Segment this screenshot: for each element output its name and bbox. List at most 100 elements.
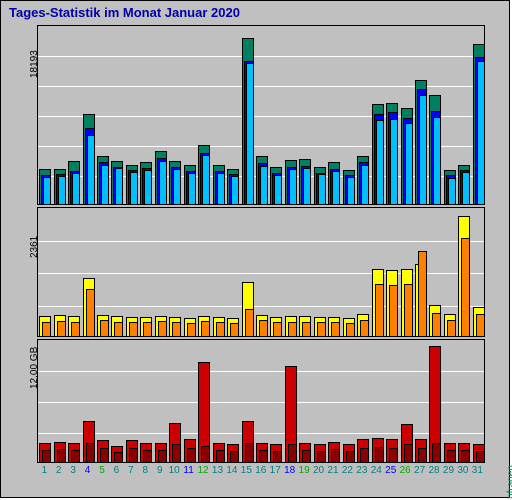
bar-seiten <box>406 124 412 204</box>
bar-rechner <box>58 322 65 336</box>
bar-vol.out <box>303 451 310 462</box>
chart-title: Tages-Statistik im Monat Januar 2020 <box>9 5 240 20</box>
bar-seiten <box>218 174 224 205</box>
gridline <box>38 371 484 372</box>
chart-container: Tages-Statistik im Monat Januar 2020 1 8 1… <box>0 0 510 498</box>
xaxis-day: 28 <box>427 465 441 476</box>
bar-seiten <box>160 162 166 204</box>
bar-vol.out <box>260 451 267 462</box>
xaxis: 1234567891011121314151617181920212223242… <box>37 465 485 476</box>
bar-seiten <box>116 169 122 204</box>
bar-vol.out <box>231 452 238 462</box>
bar-rechner <box>477 315 484 336</box>
bar-rechner <box>332 323 339 336</box>
xaxis-day: 22 <box>340 465 354 476</box>
bar-vol.out <box>202 447 209 462</box>
bar-rechner <box>274 323 281 336</box>
yaxis-label-3: 12.00 GB <box>29 347 40 389</box>
bar-rechner <box>173 323 180 336</box>
bar-seiten <box>232 177 238 204</box>
bar-vol.out <box>318 452 325 462</box>
bar-seiten <box>463 173 469 204</box>
bar-vol.out <box>217 451 224 462</box>
xaxis-day: 7 <box>124 465 138 476</box>
xaxis-day: 3 <box>66 465 80 476</box>
panel-hits <box>37 25 485 205</box>
bar-rechner <box>433 314 440 337</box>
bar-seiten <box>189 174 195 205</box>
bar-rechner <box>144 323 151 336</box>
bar-seiten <box>131 173 137 204</box>
bar-rechner <box>202 322 209 336</box>
bar-seiten <box>391 120 397 204</box>
xaxis-day: 14 <box>225 465 239 476</box>
xaxis-day: 9 <box>153 465 167 476</box>
bar-rechner <box>405 285 412 336</box>
bar-rechner <box>43 323 50 336</box>
bar-seiten <box>333 172 339 204</box>
bar-vol.out <box>101 449 108 462</box>
bar-vol.out <box>173 445 180 462</box>
bar-rechner <box>231 324 238 336</box>
bar-seiten <box>44 178 50 204</box>
xaxis-day: 5 <box>95 465 109 476</box>
xaxis-day: 13 <box>210 465 224 476</box>
bar-vol.out <box>274 452 281 462</box>
xaxis-day: 29 <box>441 465 455 476</box>
bar-seiten <box>304 169 310 204</box>
panel-visits <box>37 207 485 337</box>
xaxis-day: 8 <box>138 465 152 476</box>
bar-vol.out <box>115 453 122 462</box>
bar-seiten <box>348 178 354 204</box>
xaxis-day: 23 <box>355 465 369 476</box>
xaxis-day: 24 <box>369 465 383 476</box>
xaxis-day: 12 <box>196 465 210 476</box>
xaxis-day: 17 <box>268 465 282 476</box>
gridline <box>38 241 484 242</box>
bar-vol.out <box>43 451 50 462</box>
bar-vol.out <box>405 445 412 462</box>
bar-vol.out <box>159 451 166 462</box>
gridline <box>38 433 484 434</box>
bar-rechner <box>303 323 310 336</box>
xaxis-day: 30 <box>456 465 470 476</box>
bar-vol.out <box>433 444 440 462</box>
xaxis-day: 20 <box>311 465 325 476</box>
bar-vol.out <box>58 450 65 462</box>
bar-vol.out <box>144 451 151 462</box>
bar-vol.out <box>462 451 469 462</box>
xaxis-day: 1 <box>37 465 51 476</box>
xaxis-day: 4 <box>80 465 94 476</box>
bar-seiten <box>102 166 108 204</box>
bar-seiten <box>275 176 281 204</box>
bar-rechner <box>72 323 79 336</box>
xaxis-day: 31 <box>470 465 484 476</box>
bar-rechner <box>87 290 94 336</box>
xaxis-day: 10 <box>167 465 181 476</box>
bar-seiten <box>362 166 368 204</box>
bar-vol.out <box>477 452 484 462</box>
bar-rechner <box>260 321 267 336</box>
bar-seiten <box>377 121 383 204</box>
bar-rechner <box>101 321 108 336</box>
bar-vol.out <box>390 449 397 462</box>
bar-rechner <box>115 323 122 336</box>
bar-vol.out <box>347 452 354 462</box>
xaxis-day: 11 <box>181 465 195 476</box>
bar-rechner <box>390 286 397 336</box>
yaxis-label-2: 2361 <box>29 236 40 258</box>
bar-seiten <box>203 156 209 204</box>
bar-rechner <box>159 322 166 336</box>
xaxis-day: 21 <box>326 465 340 476</box>
bar-rechner <box>188 324 195 336</box>
bar-seiten <box>247 64 253 204</box>
bar-rechner <box>448 321 455 336</box>
bar-seiten <box>73 174 79 204</box>
bar-seiten <box>420 96 426 204</box>
panel-volume <box>37 339 485 463</box>
bar-seiten <box>145 171 151 204</box>
bar-seiten <box>478 62 484 204</box>
bar-vol.out <box>448 451 455 462</box>
bar-vol.out <box>289 445 296 462</box>
bar-rechner <box>217 323 224 336</box>
